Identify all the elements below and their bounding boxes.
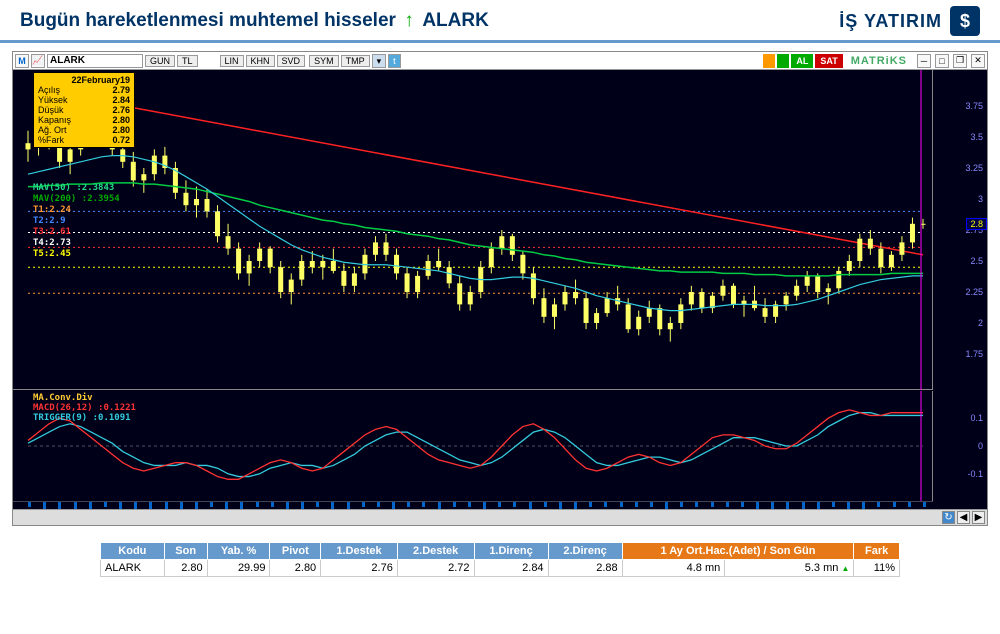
th-fark: Fark [854, 543, 900, 560]
th-2.destek: 2.Destek [397, 543, 474, 560]
toolbar-svd[interactable]: SVD [277, 55, 306, 67]
toolbar-tmp[interactable]: TMP [341, 55, 370, 67]
macd-y-tick: 0.1 [970, 413, 983, 423]
toolbar-gun[interactable]: GUN [145, 55, 175, 67]
indicator-label: T1:2.24 [33, 205, 120, 216]
info-row: Açılış2.79 [38, 85, 130, 95]
info-row: Yüksek2.84 [38, 95, 130, 105]
info-row: %Fark0.72 [38, 135, 130, 145]
scroll-right-icon[interactable]: ▶ [972, 511, 985, 524]
macd-labels: MA.Conv.DivMACD(26,12) :0.1221TRIGGER(9)… [33, 393, 136, 423]
th-volume: 1 Ay Ort.Hac.(Adet) / Son Gün [622, 543, 854, 560]
th-yab. %: Yab. % [207, 543, 270, 560]
summary-table: KoduSonYab. %Pivot1.Destek2.Destek1.Dire… [100, 542, 900, 577]
table-row: ALARK2.8029.992.802.762.722.842.884.8 mn… [101, 560, 900, 577]
buy-button[interactable]: AL [791, 54, 813, 68]
macd-label: MA.Conv.Div [33, 393, 136, 403]
macd-y-axis: -0.1 0 0.1 [945, 391, 987, 501]
page-title: Bugün hareketlenmesi muhtemel hisseler [20, 10, 396, 31]
close-icon[interactable]: ✕ [971, 54, 985, 68]
cell: 2.88 [548, 560, 622, 577]
info-row: Ağ. Ort2.80 [38, 125, 130, 135]
maximize-icon[interactable]: □ [935, 54, 949, 68]
minimize-icon[interactable]: ─ [917, 54, 931, 68]
y-tick: 2 [978, 318, 983, 328]
y-tick: 3.5 [970, 132, 983, 142]
toolbar-sym[interactable]: SYM [309, 55, 339, 67]
chart-toolbar: M 📈 ALARK GUNTL LINKHNSVDSYMTMP ▾ t AL SA… [13, 52, 987, 70]
symbol-input[interactable]: ALARK [47, 54, 143, 68]
info-date: 22February19 [38, 75, 130, 85]
price-cursor-label: 2.8 [966, 218, 987, 230]
cell: 2.80 [164, 560, 207, 577]
tool-icon-chart[interactable]: 📈 [31, 54, 45, 68]
y-tick: 1.75 [965, 349, 983, 359]
indicator-label: T4:2.73 [33, 238, 120, 249]
cell: 2.72 [397, 560, 474, 577]
cell: 4.8 mn [622, 560, 725, 577]
cell: 2.76 [321, 560, 398, 577]
indicator-label: T5:2.45 [33, 249, 120, 260]
indicator-label: T3:2.61 [33, 227, 120, 238]
macd-y-tick: 0 [978, 441, 983, 451]
indicator-label: T2:2.9 [33, 216, 120, 227]
sell-button[interactable]: SAT [815, 54, 842, 68]
ohlc-info-box: 22February19 Açılış2.79Yüksek2.84Düşük2.… [33, 72, 135, 148]
y-tick: 2.5 [970, 256, 983, 266]
indicator-icon[interactable] [763, 54, 775, 68]
cell: 2.84 [474, 560, 548, 577]
macd-y-tick: -0.1 [967, 469, 983, 479]
th-1.destek: 1.Destek [321, 543, 398, 560]
toolbar-tl[interactable]: TL [177, 55, 198, 67]
indicator-label: MAV(50) :2.3843 [33, 183, 120, 194]
brand-label: MATRiKS [845, 55, 913, 67]
y-tick: 3.25 [965, 163, 983, 173]
logo-icon: $ [950, 6, 980, 36]
toolbar-khn[interactable]: KHN [246, 55, 275, 67]
cell: 2.80 [270, 560, 321, 577]
tool-icon-1[interactable]: ↻ [942, 511, 955, 524]
cell-fark: 11% [854, 560, 900, 577]
indicator-labels: MAV(50) :2.3843MAV(200) :2.3954T1:2.24T2… [33, 183, 120, 260]
macd-label: MACD(26,12) :0.1221 [33, 403, 136, 413]
cell: ALARK [101, 560, 165, 577]
info-row: Kapanış2.80 [38, 115, 130, 125]
chart-bottom-bar: ↻ ◀ ▶ [13, 509, 987, 525]
twitter-icon[interactable]: t [388, 54, 401, 68]
logo-text: İŞ YATIRIM [839, 11, 942, 32]
title-wrapper: Bugün hareketlenmesi muhtemel hisseler ↑… [20, 10, 489, 32]
tool-icon-m[interactable]: M [15, 54, 29, 68]
page-header: Bugün hareketlenmesi muhtemel hisseler ↑… [0, 0, 1000, 43]
dropdown-button[interactable]: ▾ [372, 54, 387, 68]
chart-body: 22February19 Açılış2.79Yüksek2.84Düşük2.… [13, 70, 987, 525]
macd-chart[interactable]: MA.Conv.DivMACD(26,12) :0.1221TRIGGER(9)… [13, 391, 933, 501]
restore-icon[interactable]: ❐ [953, 54, 967, 68]
indicator-label: MAV(200) :2.3954 [33, 194, 120, 205]
th-kodu: Kodu [101, 543, 165, 560]
up-arrow-icon: ↑ [404, 10, 414, 31]
y-tick: 3 [978, 194, 983, 204]
th-son: Son [164, 543, 207, 560]
macd-label: TRIGGER(9) :0.1091 [33, 413, 136, 423]
scroll-left-icon[interactable]: ◀ [957, 511, 970, 524]
chart-window: M 📈 ALARK GUNTL LINKHNSVDSYMTMP ▾ t AL SA… [12, 51, 988, 526]
price-y-axis: 1.7522.252.52.7533.253.53.75 [945, 70, 987, 390]
y-tick: 3.75 [965, 101, 983, 111]
header-ticker: ALARK [422, 10, 489, 31]
refresh-icon[interactable] [777, 54, 789, 68]
price-chart[interactable]: 22February19 Açılış2.79Yüksek2.84Düşük2.… [13, 70, 933, 390]
th-pivot: Pivot [270, 543, 321, 560]
y-tick: 2.25 [965, 287, 983, 297]
cell: 29.99 [207, 560, 270, 577]
th-1.direnç: 1.Direnç [474, 543, 548, 560]
cell-vol2: 5.3 mn ▲ [725, 560, 854, 577]
toolbar-lin[interactable]: LIN [220, 55, 244, 67]
info-row: Düşük2.76 [38, 105, 130, 115]
th-2.direnç: 2.Direnç [548, 543, 622, 560]
logo-area: İŞ YATIRIM $ [839, 6, 980, 36]
